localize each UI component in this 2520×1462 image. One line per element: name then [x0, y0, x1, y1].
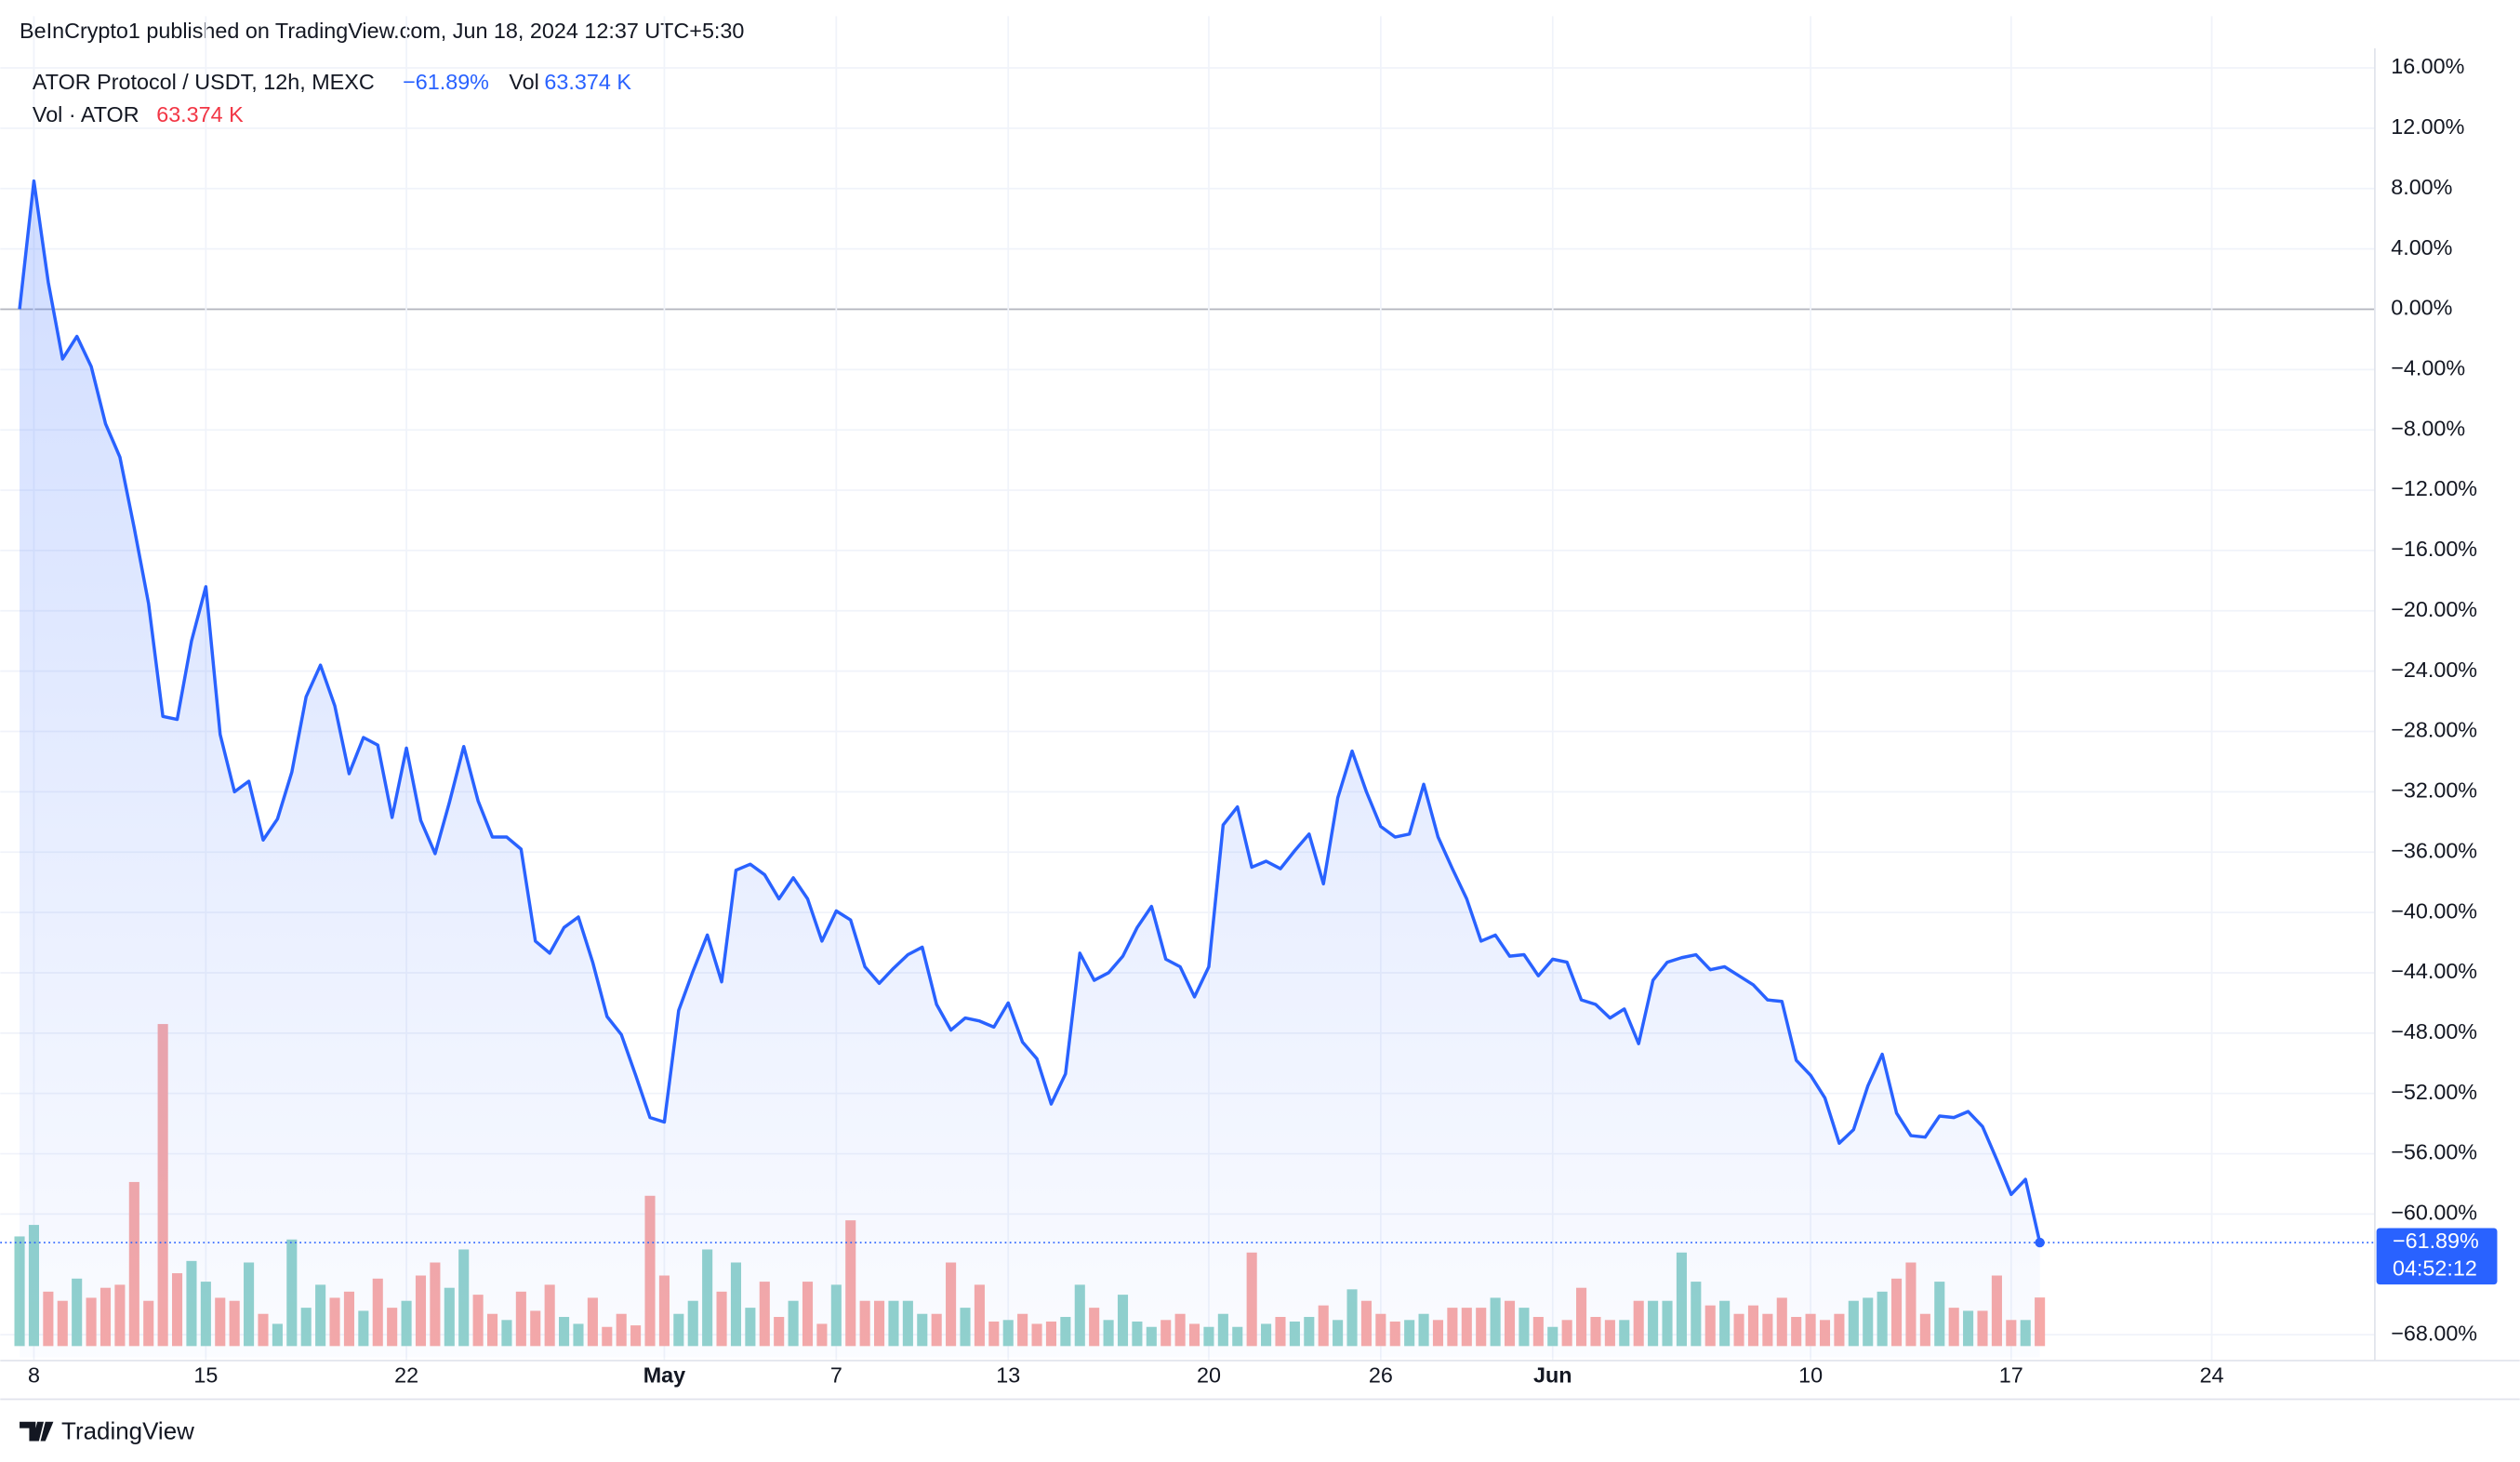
y-tick-label: −32.00%	[2391, 778, 2477, 803]
x-tick-label: Jun	[1533, 1362, 1572, 1387]
y-tick-label: 8.00%	[2391, 175, 2452, 199]
legend-series: ATOR Protocol / USDT, 12h, MEXC	[33, 70, 375, 94]
brand: TradingView	[20, 1417, 194, 1445]
brand-name: TradingView	[61, 1417, 194, 1445]
price-label-box	[2376, 1228, 2498, 1285]
y-tick-label: −40.00%	[2391, 898, 2477, 923]
y-tick-label: −4.00%	[2391, 356, 2465, 380]
y-tick-label: −20.00%	[2391, 597, 2477, 621]
volume-bar	[14, 1236, 25, 1347]
countdown-label: 04:52:12	[2393, 1256, 2477, 1281]
y-tick-label: −24.00%	[2391, 658, 2477, 682]
y-tick-label: −8.00%	[2391, 416, 2465, 440]
y-tick-label: −16.00%	[2391, 537, 2477, 561]
y-tick-label: −52.00%	[2391, 1080, 2477, 1104]
x-tick-label: May	[643, 1362, 685, 1387]
plot	[0, 179, 2375, 1358]
x-tick-label: 13	[996, 1362, 1020, 1387]
y-tick-label: −36.00%	[2391, 838, 2477, 862]
price-line	[18, 179, 2042, 1243]
y-tick-label: −12.00%	[2391, 476, 2477, 500]
x-tick-label: 7	[830, 1362, 842, 1387]
price-label: −61.89%	[2393, 1229, 2479, 1253]
legend-volume-label: Vol	[509, 70, 538, 94]
axes: 16.00% 12.00% 8.00% 4.00% 0.00% −4.00% −8.00% −…	[28, 54, 2498, 1387]
x-tick-label: 24	[2200, 1362, 2224, 1387]
x-tick-label: 8	[28, 1362, 40, 1387]
x-tick-label: 26	[1369, 1362, 1393, 1387]
y-tick-label: 0.00%	[2391, 296, 2452, 320]
y-tick-label: −60.00%	[2391, 1201, 2477, 1225]
legend-volume-series: Vol · ATOR	[33, 102, 139, 126]
x-tick-label: 10	[1798, 1362, 1823, 1387]
page-header: BeInCrypto1 published on TradingView.com…	[20, 19, 744, 43]
y-tick-label: −28.00%	[2391, 718, 2477, 742]
x-tick-label: 17	[1999, 1362, 2023, 1387]
x-tick-label: 22	[394, 1362, 418, 1387]
legend-volume-value: 63.374 K	[544, 70, 631, 94]
legend-volume-value: 63.374 K	[156, 102, 244, 126]
y-tick-label: −44.00%	[2391, 959, 2477, 983]
legend-value: −61.89%	[403, 70, 489, 94]
y-tick-label: −56.00%	[2391, 1140, 2477, 1164]
y-tick-label: −68.00%	[2391, 1321, 2477, 1345]
y-tick-label: 16.00%	[2391, 54, 2464, 78]
x-tick-label: 15	[193, 1362, 218, 1387]
area	[20, 180, 2040, 1358]
y-tick-label: 4.00%	[2391, 235, 2452, 259]
x-tick-label: 20	[1197, 1362, 1221, 1387]
brand-logo	[20, 1421, 54, 1442]
y-tick-label: 12.00%	[2391, 114, 2464, 139]
y-tick-label: −48.00%	[2391, 1019, 2477, 1043]
last-point	[2035, 1237, 2045, 1248]
